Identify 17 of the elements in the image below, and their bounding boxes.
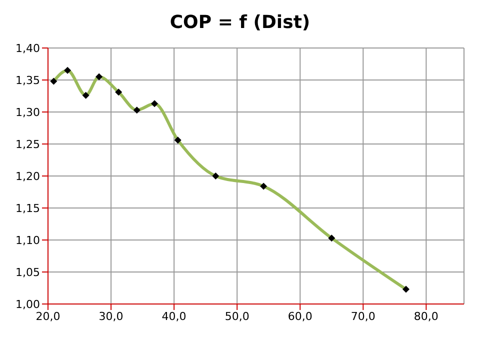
x-tick-label: 60,0 <box>288 310 312 323</box>
y-tick-label: 1,00 <box>16 298 40 311</box>
x-tick-label: 30,0 <box>98 310 124 323</box>
chart-title: COP = f (Dist) <box>168 11 312 35</box>
y-tick-label: 1,05 <box>16 266 40 279</box>
y-tick-label: 1,30 <box>16 106 40 119</box>
y-tick-label: 1,15 <box>16 202 40 215</box>
y-tick-label: 1,35 <box>16 74 40 87</box>
x-tick-label: 20,0 <box>36 310 60 323</box>
y-tick-label: 1,20 <box>16 170 40 183</box>
x-tick-label: 70,0 <box>350 310 376 323</box>
y-tick-label: 1,10 <box>16 234 40 247</box>
x-tick-label: 50,0 <box>224 310 250 323</box>
y-tick-label: 1,40 <box>16 42 40 55</box>
y-tick-label: 1,25 <box>16 138 40 151</box>
x-tick-label: 40,0 <box>162 310 186 323</box>
x-tick-label: 80,0 <box>414 310 438 323</box>
